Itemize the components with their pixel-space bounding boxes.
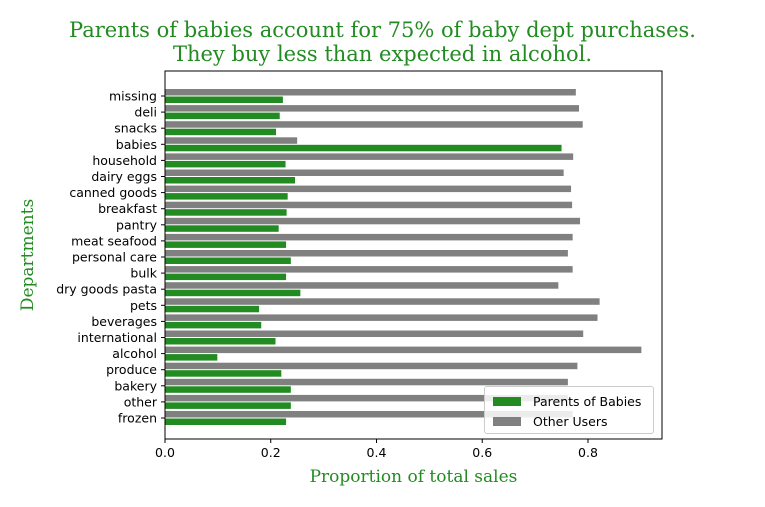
y-tick-label-produce: produce (106, 362, 157, 377)
bar-parents-bakery (165, 386, 291, 393)
bar-others-personal-care (165, 250, 568, 257)
bar-others-breakfast (165, 201, 573, 209)
plot-frame (164, 70, 663, 440)
bar-others-canned-goods (165, 185, 572, 193)
bar-others-pantry (165, 217, 581, 225)
y-tick-label-international: international (77, 330, 157, 345)
bar-others-dry-goods-pasta (165, 282, 559, 289)
y-tick-label-bakery: bakery (114, 378, 157, 393)
y-tick-label-breakfast: breakfast (98, 201, 157, 216)
bar-parents-snacks (165, 128, 277, 136)
y-tick-label-household: household (92, 153, 157, 168)
y-tick-label-pantry: pantry (116, 217, 158, 232)
y-tick-label-canned-goods: canned goods (69, 185, 157, 200)
x-tick-label-2: 0.4 (367, 445, 387, 460)
bar-parents-produce (165, 370, 282, 377)
bar-others-snacks (165, 121, 583, 128)
x-axis-label: Proportion of total sales (309, 467, 518, 487)
bar-parents-canned-goods (165, 193, 288, 200)
bar-others-alcohol (165, 346, 642, 354)
x-tick-label-1: 0.2 (261, 445, 281, 460)
bar-others-beverages (165, 314, 598, 321)
y-tick-label-bulk: bulk (130, 266, 157, 281)
bar-parents-international (165, 338, 276, 345)
bar-parents-pets (165, 305, 260, 313)
y-tick-label-beverages: beverages (91, 314, 157, 329)
legend-item-others: Other Users (493, 411, 645, 431)
y-tick-label-snacks: snacks (114, 121, 157, 136)
bar-parents-other (165, 402, 291, 409)
bar-parents-pantry (165, 225, 279, 232)
bar-parents-bulk (165, 273, 287, 281)
y-tick-label-dry-goods-pasta: dry goods pasta (56, 282, 157, 297)
y-tick-label-alcohol: alcohol (112, 346, 157, 361)
chart-title-line-2: They buy less than expected in alcohol. (172, 42, 593, 66)
bar-others-meat-seafood (165, 233, 573, 241)
chart-title-line-1: Parents of babies account for 75% of bab… (69, 18, 696, 42)
bar-parents-breakfast (165, 209, 287, 216)
bar-parents-frozen (165, 418, 287, 425)
y-tick-label-meat-seafood: meat seafood (71, 233, 157, 248)
legend-swatch-parents (493, 396, 521, 406)
legend-label-parents: Parents of Babies (533, 393, 642, 409)
bar-others-frozen (165, 411, 573, 418)
bar-others-bakery (165, 378, 568, 386)
legend-item-parents: Parents of Babies (493, 391, 645, 411)
bar-parents-alcohol (165, 354, 218, 361)
bar-others-household (165, 153, 574, 160)
y-tick-label-deli: deli (134, 105, 157, 120)
bar-others-babies (165, 137, 298, 144)
bar-others-bulk (165, 266, 573, 273)
bar-parents-babies (165, 144, 562, 152)
legend: Parents of Babies Other Users (484, 386, 654, 434)
y-tick-label-personal-care: personal care (72, 250, 157, 265)
bar-parents-personal-care (165, 257, 291, 264)
bar-others-deli (165, 105, 579, 112)
legend-swatch-others (493, 416, 521, 426)
x-tick-label-3: 0.6 (472, 445, 492, 460)
bar-parents-dry-goods-pasta (165, 289, 301, 297)
bar-others-missing (165, 89, 576, 96)
x-tick-label-0: 0.0 (155, 445, 175, 460)
bar-others-produce (165, 362, 578, 370)
bar-parents-meat-seafood (165, 241, 287, 248)
bar-others-international (165, 330, 584, 337)
bar-parents-missing (165, 96, 283, 103)
bar-parents-dairy-eggs (165, 177, 296, 184)
legend-label-others: Other Users (533, 413, 608, 429)
bar-parents-household (165, 160, 286, 168)
y-axis-label: Departments (18, 198, 38, 312)
y-tick-label-babies: babies (116, 137, 157, 152)
x-tick-label-4: 0.8 (578, 445, 598, 460)
y-tick-label-other: other (124, 394, 158, 409)
y-tick-label-pets: pets (130, 298, 157, 313)
bar-parents-deli (165, 112, 280, 120)
bar-others-other (165, 394, 568, 402)
y-tick-label-frozen: frozen (118, 411, 157, 426)
y-tick-label-missing: missing (109, 89, 157, 104)
bar-parents-beverages (165, 321, 262, 329)
y-tick-label-dairy-eggs: dairy eggs (91, 169, 157, 184)
bar-others-dairy-eggs (165, 169, 564, 176)
bar-others-pets (165, 298, 600, 305)
